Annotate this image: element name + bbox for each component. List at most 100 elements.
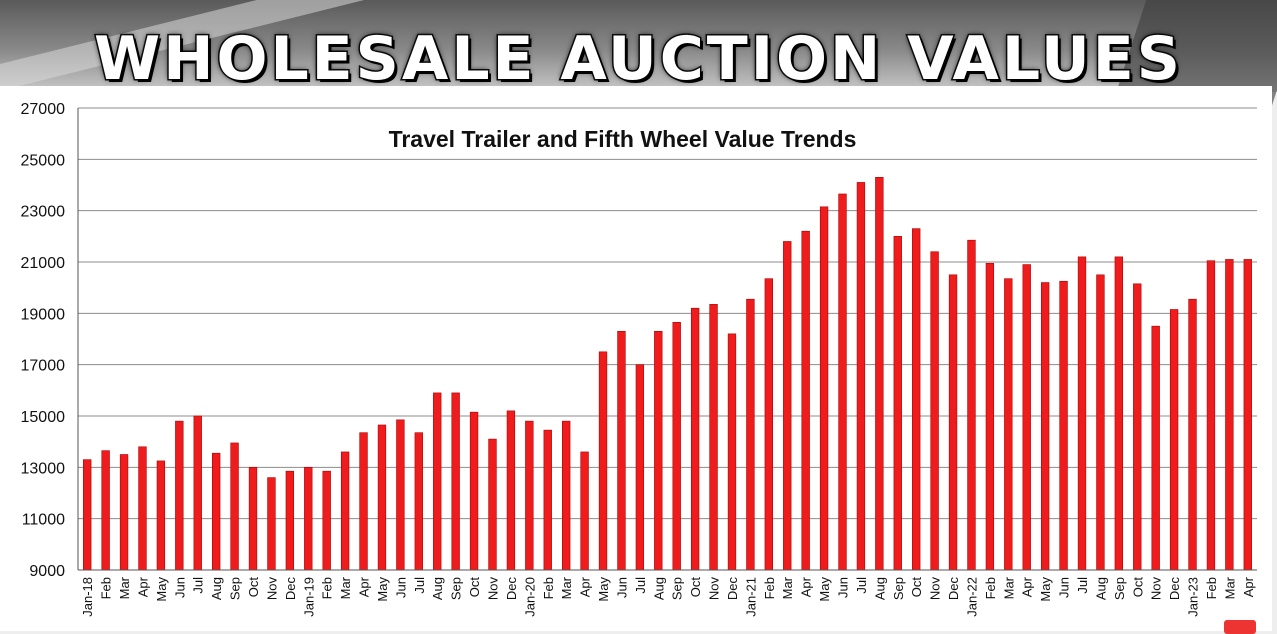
bar [967, 239, 976, 571]
x-tick-label: Jul [633, 577, 648, 594]
x-tick-label: Aug [1093, 577, 1108, 600]
x-tick-label: Feb [541, 577, 556, 599]
bar [654, 330, 663, 571]
x-tick-label: Jun [1057, 577, 1072, 598]
bar [119, 454, 129, 571]
y-tick-label: 27000 [21, 101, 66, 118]
x-tick-label: Dec [725, 577, 740, 601]
bar [396, 419, 405, 571]
background-photo [0, 0, 1277, 110]
youtube-icon [1224, 620, 1256, 634]
x-tick-label: Oct [246, 577, 261, 598]
bar [764, 278, 773, 571]
bar [285, 470, 295, 571]
x-tick-label: Sep [449, 577, 464, 600]
x-tick-label: Dec [946, 577, 961, 601]
bar [451, 392, 460, 571]
x-tick-label: Apr [1020, 576, 1035, 597]
x-tick-label: Jan-20 [522, 577, 537, 617]
x-tick-label: Jan-18 [80, 577, 95, 617]
y-tick-label: 21000 [21, 255, 66, 272]
x-tick-label: Mar [338, 576, 353, 599]
x-tick-label: Oct [688, 577, 703, 598]
x-tick-label: Apr [1241, 576, 1256, 597]
x-tick-label: Aug [872, 577, 887, 600]
bar [414, 432, 423, 571]
x-tick-label: May [596, 577, 611, 602]
y-tick-label: 11000 [22, 512, 65, 529]
x-tick-label: Feb [1204, 577, 1219, 599]
x-tick-label: Jan-21 [743, 577, 758, 617]
x-tick-label: Aug [209, 577, 224, 600]
x-tick-label: Aug [430, 577, 445, 600]
bar [469, 411, 479, 571]
bar [746, 298, 755, 571]
chart-title: Travel Trailer and Fifth Wheel Value Tre… [388, 126, 857, 152]
x-tick-label: Dec [504, 577, 519, 601]
bar [1206, 260, 1216, 571]
bar [819, 206, 829, 571]
x-tick-label: Sep [228, 577, 243, 600]
bar [175, 420, 184, 571]
bar [893, 236, 902, 571]
bar [985, 262, 995, 571]
x-tick-label: Apr [357, 576, 372, 597]
bar [1040, 282, 1050, 571]
y-tick-label: 25000 [21, 152, 66, 169]
bar [488, 438, 497, 571]
bar [580, 451, 589, 571]
bar [801, 230, 810, 571]
x-tick-label: Oct [909, 577, 924, 598]
x-tick-label: Jul [191, 577, 206, 594]
bar [672, 322, 681, 571]
bar [248, 467, 258, 571]
x-tick-label: Jun [614, 577, 629, 598]
x-tick-label: Sep [1112, 577, 1127, 600]
x-tick-label: Feb [983, 577, 998, 599]
x-tick-label: Mar [559, 576, 574, 599]
x-tick-label: Oct [467, 577, 482, 598]
bar [156, 460, 166, 571]
bar [930, 251, 939, 571]
bar [138, 446, 147, 571]
x-tick-label: Nov [264, 577, 279, 601]
bar [101, 450, 110, 571]
bar [322, 470, 331, 571]
bar [1004, 278, 1013, 571]
x-tick-label: Feb [320, 577, 335, 599]
x-tick-label: May [817, 577, 832, 602]
bar [727, 333, 737, 571]
x-tick-label: Jun [172, 577, 187, 598]
bar [690, 307, 700, 571]
x-tick-label: Jul [412, 577, 427, 594]
bar [1225, 259, 1234, 571]
bar [433, 392, 442, 571]
bar [506, 410, 516, 571]
x-tick-label: Aug [651, 577, 666, 600]
x-tick-label: Dec [1167, 577, 1182, 601]
y-tick-label: 17000 [21, 358, 66, 375]
y-tick-label: 9000 [29, 563, 65, 580]
bar [1169, 309, 1179, 571]
bar [1096, 274, 1105, 571]
x-tick-label: Mar [117, 576, 132, 599]
bar [1133, 283, 1142, 571]
x-tick-label: Jun [836, 577, 851, 598]
bar [1077, 256, 1087, 571]
x-tick-label: Jul [854, 577, 869, 594]
x-tick-label: Nov [1149, 577, 1164, 601]
x-tick-label: Jul [1075, 577, 1090, 594]
bar [267, 477, 276, 571]
bar [948, 274, 958, 571]
bar [1022, 264, 1031, 571]
x-tick-label: Dec [283, 577, 298, 601]
bar [635, 364, 645, 571]
bar [211, 452, 221, 571]
bar [1188, 298, 1197, 571]
x-tick-label: Apr [799, 576, 814, 597]
bar [340, 451, 350, 571]
bar [543, 429, 552, 571]
bar [709, 304, 718, 571]
x-tick-label: Mar [780, 576, 795, 599]
